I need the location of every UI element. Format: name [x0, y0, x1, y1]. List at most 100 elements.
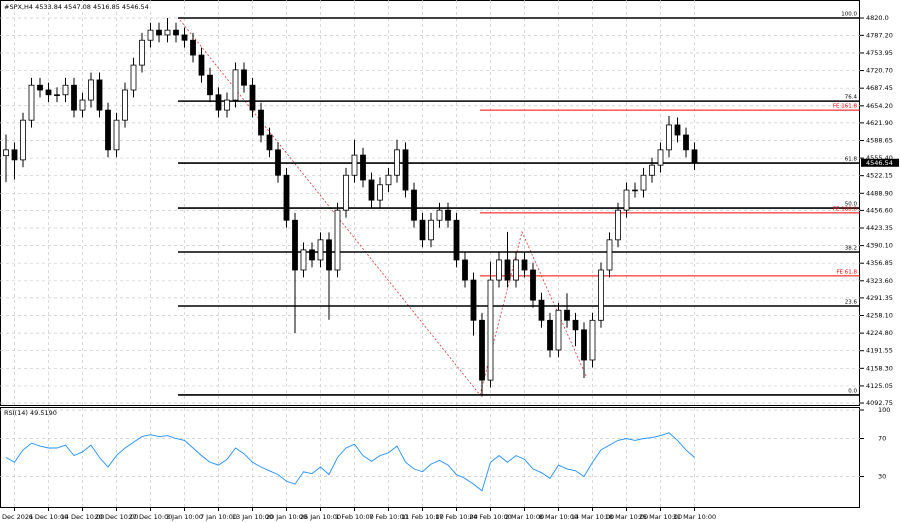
candle-body [453, 219, 460, 261]
candle-body [351, 154, 358, 176]
fib-level-label: 0.0 [848, 388, 857, 394]
marks [3, 17, 860, 492]
y-tick-label: 70 [878, 435, 886, 443]
candle-body [572, 319, 579, 331]
candle-body [649, 164, 655, 176]
fe-level-label: FE 161.8 [833, 104, 858, 110]
fe-level-label: FE 61.8 [836, 269, 857, 275]
candle-body [564, 309, 570, 321]
candle-body [241, 69, 247, 86]
y-tick-label: 4588.65 [866, 136, 893, 144]
candle-body [317, 239, 324, 261]
rsi-line [5, 432, 695, 492]
candle-body [428, 219, 434, 241]
candle-body [377, 184, 383, 201]
price-header: #SPX,H4 4533.84 4547.08 4516.85 4546.54 [4, 3, 149, 11]
fib-level-label: 61.8 [845, 157, 858, 163]
candle-body [436, 209, 443, 221]
candle-body [122, 89, 128, 121]
last-price-label: 4546.54 [866, 159, 893, 167]
last-price-box [861, 158, 899, 167]
candle-body [28, 84, 35, 121]
candle-body [181, 34, 188, 41]
y-tick-label: 4356.85 [866, 259, 893, 267]
x-tick-label: 2 Dec 2021 [0, 513, 33, 521]
y-tick-label: 4158.30 [866, 364, 893, 372]
y-tick-label: 4291.35 [866, 294, 893, 302]
y-tick-label: 4423.35 [866, 224, 893, 232]
candle-body [275, 149, 281, 176]
x-tick-label: 7 Feb 10:00 [369, 513, 408, 521]
candle-body [555, 309, 562, 351]
x-tick-label: 18 Mar 10:00 [605, 513, 648, 521]
candle-body [190, 39, 196, 56]
candle-body [249, 84, 256, 111]
candle-body [683, 134, 689, 151]
candle-body [232, 69, 239, 101]
y-tick-label: 4753.95 [866, 49, 893, 57]
x-tick-label: 7 Jan 10:00 [200, 513, 237, 521]
y-tick-label: 4654.20 [866, 102, 893, 110]
candle-body [139, 39, 145, 66]
candle-body [632, 189, 638, 192]
candle-body [368, 179, 375, 201]
candle-body [266, 134, 273, 151]
rsi-header: RSI(14) 49.5190 [4, 409, 57, 417]
candle-body [258, 109, 264, 136]
y-tick-label: 4456.60 [866, 206, 893, 214]
candle-body [496, 259, 502, 281]
candle-body [470, 279, 477, 321]
fib-level-label: 100.0 [841, 12, 857, 18]
candle-body [657, 149, 664, 166]
fib-level-label: 38.2 [845, 246, 857, 252]
candle-body [445, 209, 451, 221]
candle-body [326, 239, 332, 271]
candle-body [20, 119, 26, 161]
candle-body [334, 209, 341, 271]
candle-body [207, 74, 213, 96]
y-tick-label: 4125.05 [866, 382, 893, 390]
x-tick-label: 3 Jan 10:00 [166, 513, 203, 521]
candle-body [45, 89, 52, 96]
candle-body [292, 219, 298, 271]
candle-body [530, 269, 536, 301]
x-tick-label: 20 Dec 10:00 [95, 513, 139, 521]
x-tick-label: 13 Jan 10:00 [232, 513, 273, 521]
candle-body [385, 174, 392, 186]
candle-body [37, 84, 43, 91]
fib-level-label: 76.4 [845, 95, 858, 101]
candle-body [615, 209, 621, 241]
candle-body [462, 259, 468, 281]
x-tick-label: 11 Feb 10:00 [401, 513, 444, 521]
candle-body [598, 269, 604, 321]
y-tick-label: 4720.70 [866, 67, 893, 75]
expansion-trend-line [479, 230, 588, 396]
y-tick-label: 4488.90 [866, 189, 893, 197]
x-tick-label: 31 Mar 10:00 [673, 513, 716, 521]
candle-body [71, 84, 77, 111]
fe-level-label: FE 100.0 [833, 206, 858, 212]
x-tick-label: 26 Jan 10:00 [300, 513, 341, 521]
candle-body [3, 149, 9, 157]
candle-body [513, 259, 519, 281]
candle-body [283, 174, 290, 221]
y-tick-label: 4555.40 [866, 154, 893, 162]
fib-level-label: 23.6 [845, 300, 858, 306]
candle-body [547, 319, 553, 351]
price-panel-frame [0, 0, 860, 406]
y-tick-label: 4390.10 [866, 242, 893, 250]
candle-body [54, 94, 60, 96]
candle-body [487, 279, 494, 381]
x-tick-label: 8 Mar 10:00 [539, 513, 578, 521]
candle-body [521, 259, 528, 271]
rsi-panel-frame [0, 407, 860, 508]
candle-body [538, 299, 545, 321]
y-tick-label: 4820.0 [866, 14, 889, 22]
candle-body [198, 54, 205, 76]
grid [0, 0, 860, 507]
candle-body [215, 94, 222, 111]
y-tick-label: 30 [878, 473, 886, 481]
y-tick-label: 4787.20 [866, 31, 893, 39]
